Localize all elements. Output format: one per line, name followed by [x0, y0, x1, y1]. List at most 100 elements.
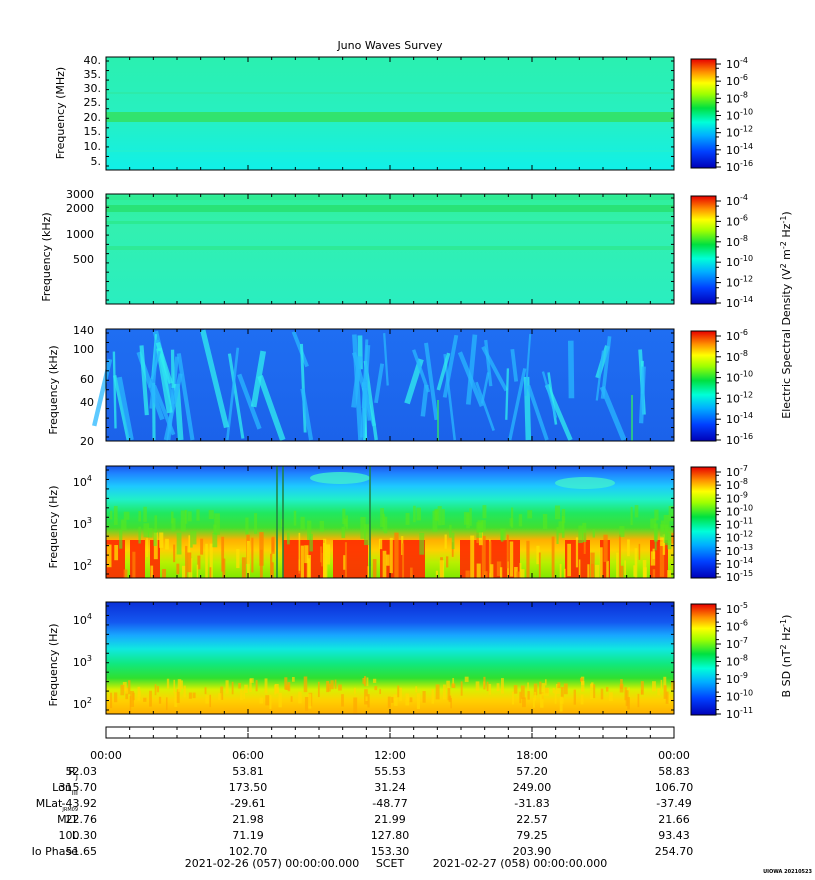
ephemeris-value: 55.53 [374, 765, 406, 778]
y-tick-label: 500 [73, 253, 94, 266]
emission-bursts-5 [109, 676, 675, 714]
ephemeris-label: LonIII [52, 781, 78, 797]
y-axis-label-5: Frequency (Hz) [47, 624, 60, 707]
y-tick-label: 20. [84, 111, 102, 124]
time-tick-label: 12:00 [374, 749, 406, 762]
emission-burst [538, 552, 541, 578]
ephemeris-value: 51.65 [66, 845, 98, 858]
emission-burst [496, 683, 500, 692]
emission-burst [671, 532, 675, 544]
emission-burst [174, 691, 178, 707]
emission-burst [449, 524, 452, 538]
emission-burst [618, 534, 621, 577]
y-tick-label: 100 [73, 343, 94, 356]
emission-burst [511, 691, 515, 705]
emission-burst [533, 697, 535, 708]
electric-colorbar-label: Electric Spectral Density (V2 m-2 Hz-1) [779, 211, 793, 418]
emission-burst [236, 549, 240, 569]
emission-burst [192, 530, 197, 545]
emission-burst [657, 688, 660, 696]
emission-burst [464, 676, 469, 683]
emission-streak [465, 334, 478, 405]
emission-burst [378, 538, 383, 550]
emission-burst [415, 686, 418, 693]
emission-burst [181, 565, 186, 578]
colorbar-tick-label: 10-14 [726, 411, 753, 426]
emission-burst [558, 521, 565, 533]
emission-streak [300, 388, 314, 441]
emission-band-1400khz [106, 221, 674, 224]
emission-burst [634, 548, 638, 578]
y-axis-label-4: Frequency (Hz) [47, 486, 60, 569]
ephemeris-label: L [72, 829, 79, 842]
emission-burst [372, 559, 377, 578]
emission-burst [298, 691, 302, 704]
ephemeris-value: 31.24 [374, 781, 406, 794]
emission-burst [446, 680, 450, 690]
emission-streak [484, 339, 493, 387]
emission-burst [190, 531, 193, 548]
colorbar-tick-label: 10-12 [726, 530, 753, 545]
colorbar-tick-label: 10-8 [726, 477, 748, 492]
emission-burst [286, 532, 290, 545]
emission-burst [652, 681, 656, 692]
y-tick-label: 104 [73, 474, 92, 489]
emission-burst [114, 545, 119, 561]
emission-burst [310, 472, 370, 484]
colorbar-tick-label: 10-12 [726, 125, 753, 140]
emission-burst [183, 685, 186, 698]
ephemeris-value: 93.43 [658, 829, 690, 842]
emission-streak [541, 371, 558, 419]
emission-burst [293, 510, 297, 526]
colorbar-gradient [690, 58, 717, 169]
emission-burst [402, 543, 405, 578]
emission-burst [652, 569, 656, 578]
emission-burst [488, 541, 492, 574]
time-tick-label: 06:00 [232, 749, 264, 762]
emission-burst [519, 691, 522, 704]
emission-burst [654, 530, 657, 551]
emission-band-2000khz [106, 205, 674, 212]
emission-burst [130, 691, 134, 707]
emission-burst [205, 695, 209, 704]
ephemeris-value: 173.50 [229, 781, 268, 794]
y-ticks-3: 140 100 60 40 20 [73, 324, 94, 448]
emission-burst [132, 692, 135, 701]
spectrogram-5 [106, 602, 674, 714]
emission-burst [231, 681, 234, 695]
emission-burst [619, 526, 625, 537]
emission-burst [557, 682, 561, 689]
emission-burst [367, 694, 370, 708]
emission-burst [667, 694, 671, 704]
emission-burst [209, 567, 212, 578]
emission-burst [379, 688, 382, 695]
emission-burst [382, 550, 387, 578]
emission-burst [162, 568, 167, 578]
emission-burst [545, 687, 550, 696]
colorbar-4: 10-710-810-910-1010-1110-1210-1310-1410-… [690, 464, 753, 584]
emission-burst [536, 545, 540, 565]
time-tick-label: 18:00 [516, 749, 548, 762]
emission-burst [510, 507, 514, 528]
emission-burst [539, 681, 542, 695]
emission-burst [187, 511, 192, 522]
emission-burst [275, 687, 279, 693]
emission-burst [397, 685, 400, 698]
colorbar-ticks: 10-4 10-6 10-8 10-10 10-12 10-14 [716, 193, 753, 310]
emission-burst [123, 511, 130, 520]
emission-burst [238, 682, 241, 689]
emission-burst [225, 680, 229, 694]
colorbar-tick-label: 10-4 [726, 193, 748, 208]
emission-burst [285, 684, 290, 691]
emission-burst [483, 571, 488, 578]
emission-burst [439, 560, 445, 578]
emission-burst [342, 508, 346, 525]
emission-burst [119, 529, 123, 549]
colorbar-ticks: 10-6 10-8 10-10 10-12 10-14 10-16 [716, 328, 753, 447]
emission-streak [639, 366, 646, 424]
emission-burst [650, 551, 656, 566]
emission-burst [486, 681, 489, 692]
y-tick-label: 60 [80, 373, 94, 386]
ephemeris-value: 53.81 [232, 765, 264, 778]
emission-burst [451, 683, 456, 688]
